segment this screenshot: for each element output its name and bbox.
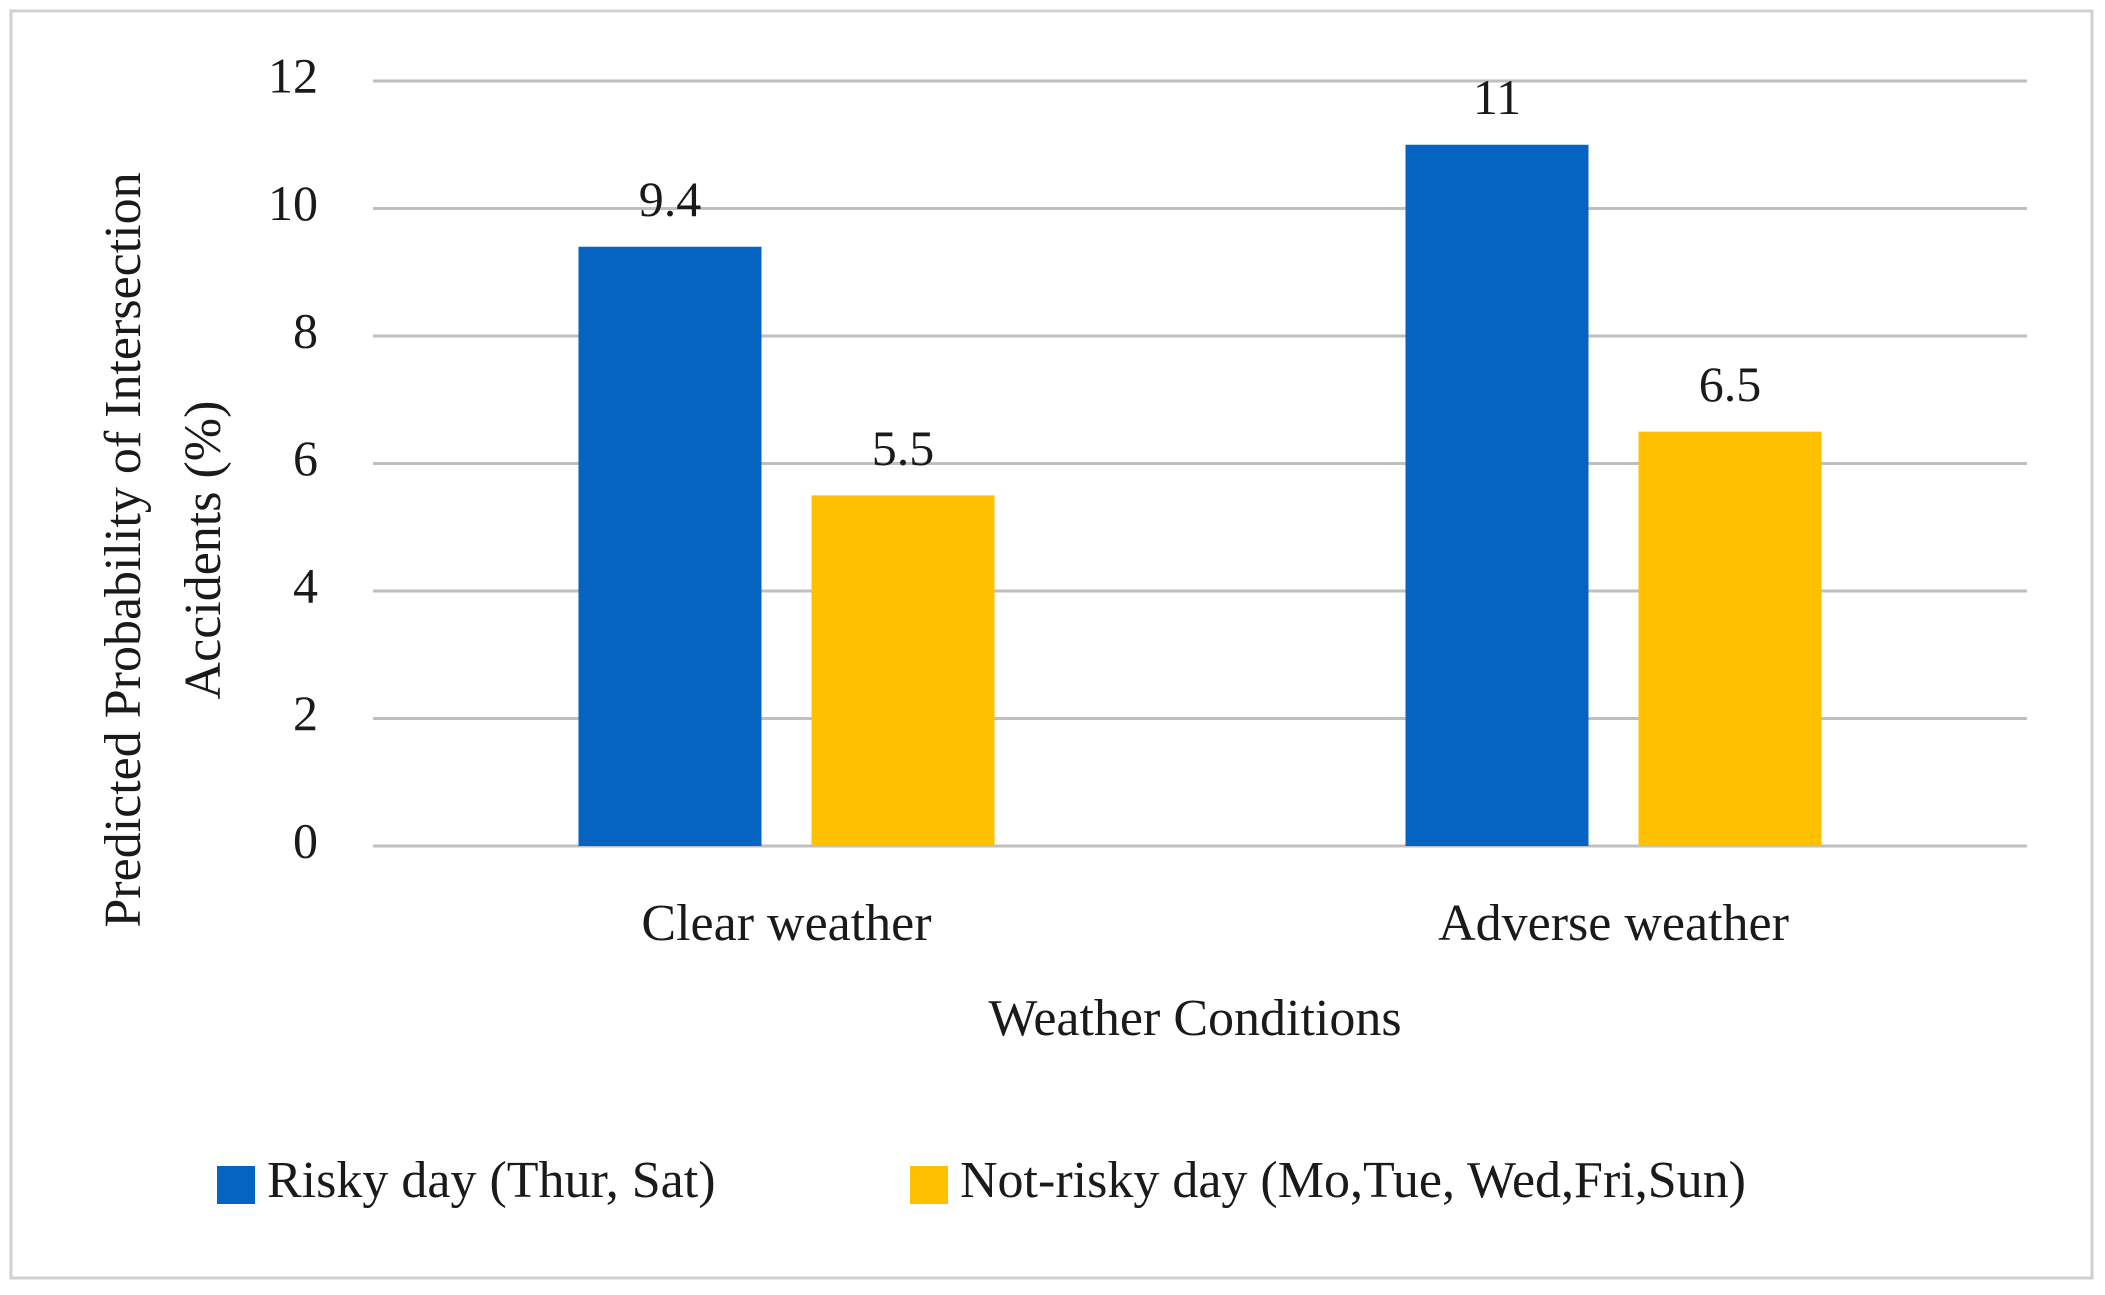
legend-swatch <box>910 1166 948 1204</box>
bar <box>1638 431 1822 846</box>
x-axis-title: Weather Conditions <box>988 990 1401 1047</box>
y-tick-label: 2 <box>293 685 318 741</box>
bar <box>811 495 995 846</box>
bar <box>578 246 762 846</box>
value-label: 11 <box>1473 69 1521 125</box>
value-label: 9.4 <box>639 171 702 227</box>
x-tick-label: Clear weather <box>641 895 931 952</box>
legend-label: Not-risky day (Mo,Tue, Wed,Fri,Sun) <box>960 1152 1746 1209</box>
bar <box>1405 144 1589 846</box>
value-label: 5.5 <box>872 420 935 476</box>
y-tick-label: 12 <box>268 47 318 103</box>
y-axis-title-line: Predicted Probability of Intersection <box>95 172 152 927</box>
legend-label: Risky day (Thur, Sat) <box>267 1152 716 1209</box>
y-tick-label: 8 <box>293 302 318 358</box>
value-label: 6.5 <box>1699 356 1762 412</box>
y-tick-label: 6 <box>293 430 318 486</box>
y-tick-label: 4 <box>293 557 318 613</box>
x-tick-label: Adverse weather <box>1438 895 1789 952</box>
y-tick-label: 10 <box>268 175 318 231</box>
y-axis-title-line: Accidents (%) <box>175 401 232 700</box>
y-axis-title: Predicted Probability of Intersection Ac… <box>95 172 232 927</box>
legend-swatch <box>217 1166 255 1204</box>
y-tick-label: 0 <box>293 812 318 868</box>
